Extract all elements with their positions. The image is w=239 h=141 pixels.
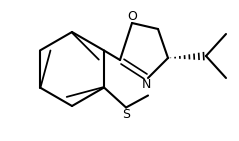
Text: N: N	[141, 79, 151, 92]
Text: S: S	[122, 108, 130, 121]
Text: O: O	[127, 9, 137, 23]
